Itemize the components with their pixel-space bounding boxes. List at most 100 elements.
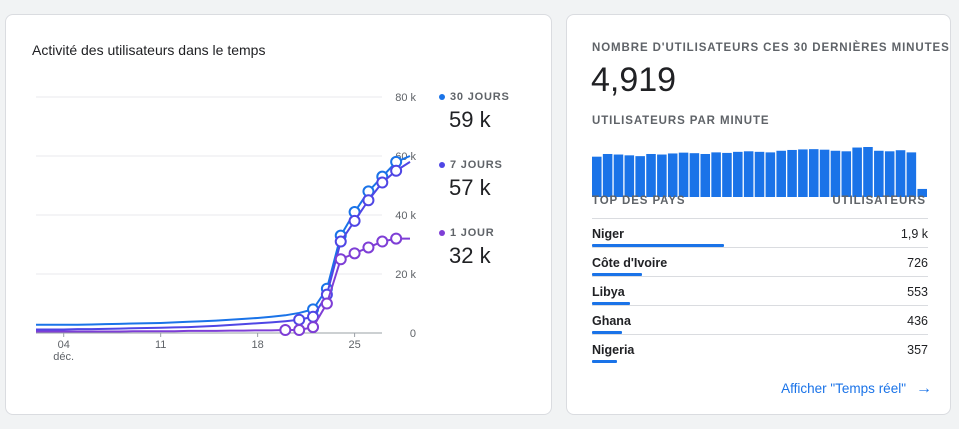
country-share-bar — [592, 302, 631, 305]
per-minute-bar — [667, 153, 678, 197]
per-minute-bar — [808, 149, 819, 197]
series-point — [307, 321, 320, 334]
country-name: Niger — [592, 227, 624, 241]
y-tick-label: 80 k — [395, 92, 416, 104]
legend-item-7-days: 7 JOURS 57 k — [439, 159, 503, 201]
users-per-minute-label: UTILISATEURS PAR MINUTE — [592, 115, 770, 127]
users-per-minute-bar-chart — [592, 147, 927, 197]
legend-dot-icon — [439, 230, 445, 236]
per-minute-bar — [830, 150, 841, 197]
series-point — [320, 297, 333, 310]
per-minute-bar — [657, 154, 667, 197]
series-point — [362, 241, 375, 254]
per-minute-bar — [863, 147, 873, 197]
table-header-users: UTILISATEURS — [832, 195, 926, 207]
series-point — [279, 324, 292, 337]
series-point — [348, 247, 361, 260]
legend-item-30-days: 30 JOURS 59 k — [439, 91, 510, 133]
series-point — [362, 194, 375, 207]
realtime-card: NOMBRE D'UTILISATEURS CES 30 DERNIÈRES M… — [566, 14, 951, 415]
country-share-bar — [592, 273, 643, 276]
country-name: Libya — [592, 285, 625, 299]
per-minute-bar — [895, 150, 906, 197]
per-minute-bar — [624, 155, 635, 197]
per-minute-bar — [776, 150, 786, 197]
view-realtime-label: Afficher "Temps réel" — [781, 381, 906, 396]
series-point — [390, 164, 403, 177]
series-line — [36, 237, 410, 333]
country-share-bar — [592, 331, 623, 334]
legend-item-1-day: 1 JOUR 32 k — [439, 227, 495, 269]
series-point — [334, 253, 347, 266]
per-minute-bar — [754, 151, 765, 197]
per-minute-bar — [841, 151, 852, 197]
user-activity-card: Activité des utilisateurs dans le temps … — [5, 14, 552, 415]
per-minute-bar — [722, 152, 732, 197]
per-minute-bar — [884, 151, 895, 197]
x-tick-label: 18 — [252, 339, 264, 351]
per-minute-bar — [819, 149, 830, 197]
series-point — [293, 324, 306, 337]
per-minute-bar — [700, 153, 711, 197]
per-minute-bar — [613, 154, 624, 197]
country-users: 726 — [907, 256, 928, 270]
card-title: Activité des utilisateurs dans le temps — [32, 42, 266, 58]
table-row: Côte d'Ivoire 726 — [592, 247, 928, 276]
table-row: Ghana 436 — [592, 305, 928, 334]
legend-value: 59 k — [449, 107, 491, 132]
series-line — [36, 155, 411, 326]
y-tick-label: 0 — [410, 328, 416, 340]
per-minute-bar — [711, 152, 721, 197]
country-users: 436 — [907, 314, 928, 328]
legend-label: 7 JOURS — [450, 159, 503, 171]
per-minute-bar — [743, 151, 754, 197]
legend-value: 57 k — [449, 175, 491, 200]
realtime-users-label: NOMBRE D'UTILISATEURS CES 30 DERNIÈRES M… — [592, 42, 950, 54]
per-minute-bar — [592, 156, 602, 197]
per-minute-bar — [646, 153, 656, 197]
series-point — [376, 176, 389, 189]
country-users: 1,9 k — [900, 227, 928, 241]
country-share-bar — [592, 244, 724, 247]
per-minute-bar — [602, 153, 613, 197]
legend-dot-icon — [439, 94, 445, 100]
x-tick-label: 04 — [58, 339, 70, 351]
y-tick-label: 40 k — [395, 210, 416, 222]
per-minute-bar — [689, 153, 700, 197]
per-minute-bar — [852, 147, 862, 197]
per-minute-bar — [798, 149, 808, 197]
realtime-users-value: 4,919 — [591, 61, 677, 99]
series-point — [348, 214, 361, 227]
view-realtime-link[interactable]: Afficher "Temps réel" → — [781, 379, 932, 397]
table-row: Libya 553 — [592, 276, 928, 305]
legend-dot-icon — [439, 162, 445, 168]
table-row: Niger 1,9 k — [592, 218, 928, 247]
series-point — [376, 235, 389, 248]
per-minute-bar — [733, 151, 743, 197]
legend-label: 30 JOURS — [450, 91, 510, 103]
series-point — [334, 235, 347, 248]
per-minute-bar — [917, 188, 927, 197]
series-point — [293, 313, 306, 326]
arrow-right-icon: → — [916, 379, 932, 397]
country-users: 357 — [907, 343, 928, 357]
per-minute-bar — [765, 152, 776, 197]
legend-value: 32 k — [449, 243, 491, 268]
country-users: 553 — [907, 285, 928, 299]
x-tick-label: 11 — [155, 339, 166, 351]
country-share-bar — [592, 360, 618, 363]
table-row: Nigeria 357 — [592, 334, 928, 363]
per-minute-bar — [787, 149, 797, 197]
table-header-country: TOP DES PAYS — [592, 195, 686, 207]
per-minute-bar — [635, 156, 645, 197]
country-name: Côte d'Ivoire — [592, 256, 668, 270]
series-point — [390, 232, 403, 245]
per-minute-bar — [874, 150, 884, 197]
per-minute-bar — [906, 152, 917, 197]
y-tick-label: 20 k — [395, 269, 416, 281]
country-name: Nigeria — [592, 343, 635, 357]
country-name: Ghana — [592, 314, 631, 328]
series-line — [36, 161, 411, 331]
legend-label: 1 JOUR — [450, 227, 495, 239]
